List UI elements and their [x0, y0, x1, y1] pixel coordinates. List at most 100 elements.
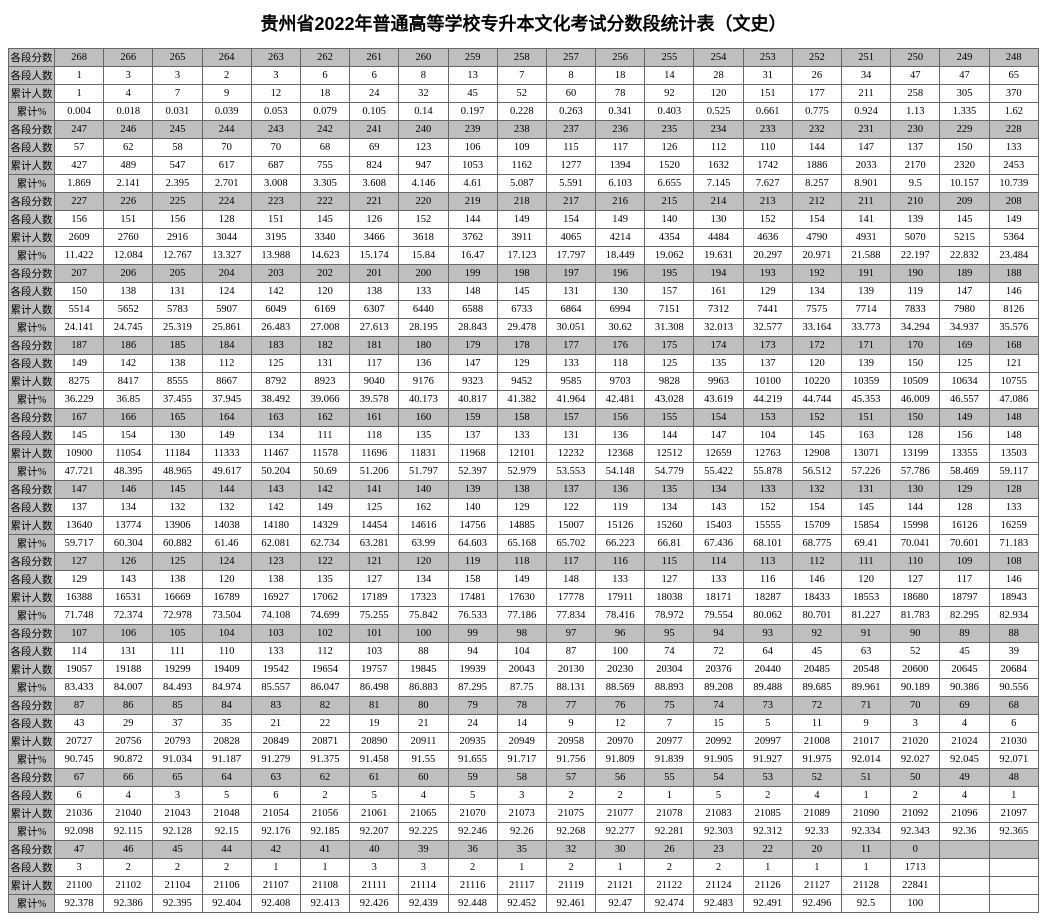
cell: 11968 [448, 445, 497, 463]
cell: 35 [497, 841, 546, 859]
cell: 39 [989, 643, 1038, 661]
cell: 156 [153, 211, 202, 229]
cell: 20849 [251, 733, 300, 751]
cell: 115 [645, 553, 694, 571]
cell: 3 [251, 67, 300, 85]
cell: 208 [989, 193, 1038, 211]
cell: 91.975 [792, 751, 841, 769]
cell: 20935 [448, 733, 497, 751]
cell: 2 [546, 859, 595, 877]
cell: 104 [202, 625, 251, 643]
cell: 21106 [202, 877, 251, 895]
cell: 3762 [448, 229, 497, 247]
cell: 149 [202, 427, 251, 445]
cell: 139 [891, 211, 940, 229]
cell: 17323 [399, 589, 448, 607]
cell: 185 [153, 337, 202, 355]
cell: 21102 [104, 877, 153, 895]
row-label: 累计人数 [9, 517, 55, 535]
cell: 104 [743, 427, 792, 445]
cell [989, 841, 1038, 859]
cell: 1 [842, 859, 891, 877]
cell: 13774 [104, 517, 153, 535]
cell: 112 [300, 643, 349, 661]
cell: 141 [842, 211, 891, 229]
cell: 4354 [645, 229, 694, 247]
cell: 64.603 [448, 535, 497, 553]
cell: 152 [399, 211, 448, 229]
cell: 53.553 [546, 463, 595, 481]
cell: 33.773 [842, 319, 891, 337]
cell: 15998 [891, 517, 940, 535]
cell: 154 [792, 211, 841, 229]
cell: 2 [300, 787, 349, 805]
cell: 76.533 [448, 607, 497, 625]
cell: 97 [546, 625, 595, 643]
cell: 3618 [399, 229, 448, 247]
cell: 137 [743, 355, 792, 373]
cell: 84.493 [153, 679, 202, 697]
cell: 21020 [891, 733, 940, 751]
cell: 72 [694, 643, 743, 661]
row-label: 累计% [9, 751, 55, 769]
cell: 131 [546, 283, 595, 301]
cell: 249 [940, 49, 989, 67]
cell: 209 [940, 193, 989, 211]
cell: 149 [596, 211, 645, 229]
cell: 20304 [645, 661, 694, 679]
row-label: 各段分数 [9, 481, 55, 499]
cell: 149 [940, 409, 989, 427]
cell: 94 [694, 625, 743, 643]
row-label: 各段人数 [9, 499, 55, 517]
cell: 132 [153, 499, 202, 517]
cell: 18171 [694, 589, 743, 607]
cell: 75 [645, 697, 694, 715]
cell: 47 [891, 67, 940, 85]
cell: 131 [153, 283, 202, 301]
cell: 225 [153, 193, 202, 211]
cell: 92.128 [153, 823, 202, 841]
cell: 136 [596, 427, 645, 445]
cell: 204 [202, 265, 251, 283]
cell: 229 [940, 121, 989, 139]
cell: 16388 [55, 589, 104, 607]
cell: 8417 [104, 373, 153, 391]
cell: 1162 [497, 157, 546, 175]
cell: 170 [891, 337, 940, 355]
cell: 60 [399, 769, 448, 787]
cell: 137 [448, 427, 497, 445]
cell: 154 [546, 211, 595, 229]
cell: 57.786 [891, 463, 940, 481]
cell: 18797 [940, 589, 989, 607]
cell: 68 [300, 139, 349, 157]
cell: 4484 [694, 229, 743, 247]
cell: 124 [202, 553, 251, 571]
cell: 233 [743, 121, 792, 139]
row-label: 各段分数 [9, 193, 55, 211]
cell: 256 [596, 49, 645, 67]
cell: 207 [55, 265, 104, 283]
cell: 88.893 [645, 679, 694, 697]
cell: 14180 [251, 517, 300, 535]
cell: 54.779 [645, 463, 694, 481]
cell: 4.146 [399, 175, 448, 193]
cell: 18680 [891, 589, 940, 607]
cell: 130 [891, 481, 940, 499]
cell: 145 [55, 427, 104, 445]
cell: 47.086 [989, 391, 1038, 409]
cell: 12101 [497, 445, 546, 463]
cell: 7 [645, 715, 694, 733]
cell: 136 [596, 481, 645, 499]
cell: 24.745 [104, 319, 153, 337]
cell: 91.905 [694, 751, 743, 769]
cell: 3 [153, 787, 202, 805]
cell: 128 [202, 211, 251, 229]
cell: 163 [842, 427, 891, 445]
cell: 144 [202, 481, 251, 499]
cell: 151 [842, 409, 891, 427]
cell: 163 [251, 409, 300, 427]
cell: 150 [891, 409, 940, 427]
row-label: 累计人数 [9, 157, 55, 175]
cell: 261 [350, 49, 399, 67]
cell: 65 [153, 769, 202, 787]
